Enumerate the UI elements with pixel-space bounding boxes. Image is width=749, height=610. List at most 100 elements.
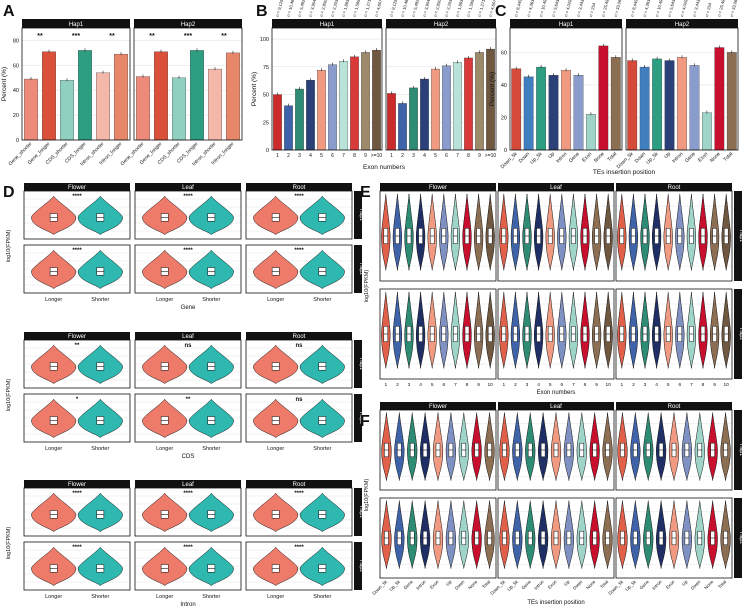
bar-B-0-2	[295, 88, 304, 151]
x-tick-B: 5	[320, 153, 323, 159]
n-label-B: n = 2,203	[330, 0, 340, 17]
panel-B-frame-1	[385, 27, 497, 151]
panel-C-facet-1-strip	[626, 19, 738, 28]
panel-D-sig: ****	[183, 491, 193, 497]
panel-A-sig: **	[109, 33, 115, 40]
x-tick-C: Exon	[581, 151, 593, 163]
n-label-B: n = 1,595	[352, 0, 362, 17]
x-tick-F: Total	[599, 579, 609, 589]
bar-C-1-8	[726, 52, 737, 151]
panel-D-frame	[245, 393, 353, 443]
panel-D-frame	[245, 339, 353, 389]
panel-C-xlabel: TEs insertion position	[593, 169, 656, 176]
x-tick-E: 2	[396, 382, 399, 388]
bar-C-0-4	[561, 70, 571, 151]
x-tick-B: 7	[342, 153, 345, 159]
panel-D-letter: D	[3, 184, 15, 201]
panel-D-facet-strip-label: Flower	[68, 334, 86, 340]
x-tick-D: Shorter	[91, 594, 109, 600]
bar-A-1-5	[226, 52, 240, 141]
panel-D-sig: ****	[72, 248, 82, 254]
x-tick-B: 8	[467, 153, 470, 159]
panel-E-frame	[379, 288, 497, 380]
n-label-B: n = 5,482	[411, 0, 421, 17]
x-tick-B: 7	[456, 153, 459, 159]
x-tick-E: 1	[502, 382, 505, 388]
bar-C-0-2	[536, 66, 546, 151]
panel-E-row-side-strip	[734, 191, 742, 281]
x-tick-D: Longer	[156, 446, 173, 452]
x-tick-F: Exon	[665, 579, 676, 590]
n-label-B: n = 4,607	[488, 0, 498, 17]
panel-D-row-side-label: Hap2	[358, 263, 364, 275]
x-tick-C: Total	[722, 151, 734, 163]
x-tick-E: 8	[702, 382, 705, 388]
x-tick-E: 8	[584, 382, 587, 388]
panel-D-frame	[245, 541, 353, 591]
x-tick-F: Up_5k	[506, 579, 519, 592]
x-tick-B: >=10	[485, 153, 497, 159]
x-tick-F: Down	[454, 579, 466, 591]
x-tick-E: 4	[419, 382, 422, 388]
panel-F-letter: F	[360, 413, 370, 430]
panel-D-facet-strip	[24, 332, 130, 340]
panel-C-ylabel: Percent (%)	[489, 72, 496, 106]
panel-D-sig: **	[75, 343, 80, 349]
n-label-B: n = 2,850	[319, 0, 329, 17]
n-label-C: n = 25,496	[600, 0, 610, 17]
panel-C-facet-1-strip-label: Hap2	[675, 22, 690, 28]
panel-D-facet-strip	[135, 480, 241, 488]
x-tick-E: 6	[442, 382, 445, 388]
panel-D-row-side-label: Hap1	[358, 358, 364, 370]
panel-D-sig: ****	[294, 194, 304, 200]
bar-B-0-7	[350, 56, 359, 151]
bar-A-1-4	[208, 68, 222, 141]
panel-A-facet-1-strip-label: Hap2	[181, 22, 196, 28]
x-tick-E: 4	[537, 382, 540, 388]
panel-D-facet-strip-label: Root	[293, 185, 306, 191]
x-tick-C: Up_5k	[529, 151, 544, 166]
x-tick-F: Intron	[533, 579, 545, 591]
x-tick-F: Up	[681, 579, 689, 587]
n-label-B: n = 10,468	[286, 0, 296, 17]
panel-D-frame	[23, 339, 131, 389]
panel-E-frame	[615, 288, 733, 380]
x-tick-E: 8	[466, 382, 469, 388]
bar-B-1-0	[387, 93, 396, 151]
panel-D-frame	[245, 244, 353, 294]
x-tick-B: 9	[478, 153, 481, 159]
panel-D-facet-strip-label: Leaf	[182, 482, 194, 488]
panel-D-facet-strip	[246, 183, 352, 191]
panel-D-sig: ****	[183, 248, 193, 254]
x-tick-B: 8	[353, 153, 356, 159]
panel-D-frame	[134, 541, 242, 591]
x-tick-D: Longer	[267, 297, 284, 303]
n-label-B: n = 1,893	[455, 0, 465, 17]
panel-C-ytick: 0	[504, 148, 507, 154]
bar-C-0-7	[598, 45, 609, 151]
panel-D-sig: ****	[294, 491, 304, 497]
n-label-B: n = 1,271	[477, 0, 487, 17]
panel-D-frame	[134, 487, 242, 537]
panel-D-frame	[23, 393, 131, 443]
panel-F-frame	[615, 497, 733, 579]
panel-B-letter: B	[256, 3, 268, 20]
bar-B-0-6	[339, 61, 348, 151]
x-tick-D: Longer	[45, 594, 62, 600]
panel-C-frame-0	[509, 27, 623, 151]
panel-D-frame	[134, 393, 242, 443]
bar-B-1-8	[475, 52, 484, 151]
n-label-C: n = 33,069	[613, 0, 623, 17]
panel-E-row-side-strip	[734, 289, 742, 379]
x-tick-E: 5	[431, 382, 434, 388]
n-label-B: n = 5,482	[297, 0, 307, 17]
n-label-B: n = 1,893	[341, 0, 351, 17]
bar-B-1-5	[442, 65, 451, 151]
n-label-C: n = 8,445	[629, 0, 639, 17]
panel-F-facet-strip	[616, 402, 732, 410]
bar-A-0-1	[42, 51, 56, 141]
panel-D-frame	[23, 487, 131, 537]
bar-C-1-5	[689, 65, 700, 151]
panel-D-sig: ****	[72, 194, 82, 200]
panel-D-frame	[245, 190, 353, 240]
